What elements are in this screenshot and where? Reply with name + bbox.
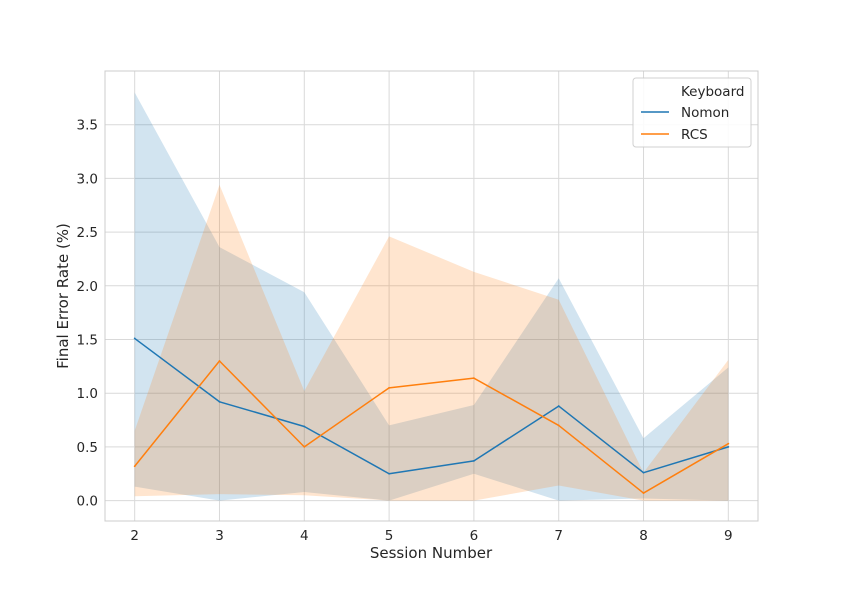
y-tick-labels: 0.0 0.5 1.0 1.5 2.0 2.5 3.0 3.5 (77, 118, 98, 510)
y-tick-label: 0.5 (77, 440, 98, 456)
data-point-nomon (557, 405, 560, 407)
data-point-rcs (388, 386, 390, 389)
data-point-nomon (218, 400, 221, 403)
x-tick-label: 3 (215, 528, 224, 544)
data-point-nomon (303, 425, 306, 428)
ci-band-rcs (134, 184, 729, 501)
series-lines (133, 337, 730, 494)
x-tick-label: 8 (639, 528, 648, 544)
x-tick-label: 7 (554, 528, 563, 544)
x-tick-label: 2 (130, 528, 139, 544)
y-tick-label: 2.5 (77, 225, 98, 241)
x-tick-label: 9 (724, 528, 733, 544)
data-point-rcs (303, 445, 306, 448)
data-point-nomon (727, 445, 730, 448)
x-axis-label: Session Number (370, 544, 493, 562)
data-point-rcs (473, 377, 475, 380)
data-point-nomon (473, 459, 475, 462)
data-point-rcs (557, 424, 560, 427)
x-tick-label: 4 (300, 528, 309, 544)
x-tick-label: 6 (470, 528, 479, 544)
y-axis-label: Final Error Rate (%) (54, 223, 72, 369)
y-tick-label: 3.0 (77, 171, 98, 187)
x-tick-label: 5 (385, 528, 394, 544)
y-tick-label: 1.0 (77, 386, 98, 402)
data-point-nomon (642, 471, 645, 474)
legend: Keyboard Nomon RCS (632, 77, 752, 148)
plot-frame (104, 70, 759, 522)
series-line-rcs (134, 360, 729, 494)
data-point-rcs (642, 492, 645, 494)
y-tick-label: 0.0 (77, 494, 98, 510)
legend-label-nomon: Nomon (681, 105, 729, 121)
y-tick-label: 2.0 (77, 279, 98, 295)
x-tick-labels: 2 3 4 5 6 7 8 9 (130, 528, 732, 544)
legend-box (632, 77, 752, 148)
y-tick-label: 1.5 (77, 332, 98, 348)
data-point-rcs (133, 465, 136, 468)
data-point-nomon (133, 337, 136, 340)
legend-label-rcs: RCS (681, 127, 708, 143)
ci-band-nomon (134, 92, 729, 501)
legend-title: Keyboard (681, 84, 744, 100)
confidence-bands (134, 92, 729, 501)
y-tick-label: 3.5 (77, 118, 98, 134)
series-line-nomon (134, 337, 729, 475)
data-point-rcs (727, 442, 730, 445)
data-point-rcs (218, 360, 221, 362)
data-point-nomon (388, 472, 390, 475)
